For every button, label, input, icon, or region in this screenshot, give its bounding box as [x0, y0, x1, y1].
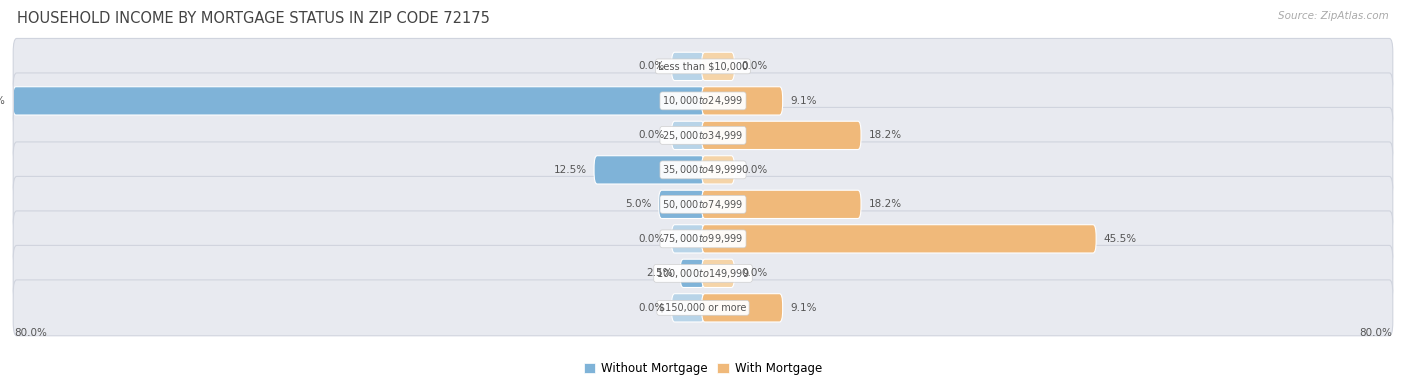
Text: $100,000 to $149,999: $100,000 to $149,999	[657, 267, 749, 280]
FancyBboxPatch shape	[13, 39, 1393, 94]
Text: 18.2%: 18.2%	[869, 199, 901, 209]
FancyBboxPatch shape	[658, 190, 704, 218]
Text: 0.0%: 0.0%	[638, 130, 664, 140]
Text: 0.0%: 0.0%	[638, 234, 664, 244]
FancyBboxPatch shape	[672, 52, 704, 81]
Text: 9.1%: 9.1%	[790, 96, 817, 106]
Text: 18.2%: 18.2%	[869, 130, 901, 140]
Text: 2.5%: 2.5%	[647, 268, 673, 278]
FancyBboxPatch shape	[672, 121, 704, 150]
Text: 0.0%: 0.0%	[742, 165, 768, 175]
Text: 0.0%: 0.0%	[638, 303, 664, 313]
Text: $35,000 to $49,999: $35,000 to $49,999	[662, 163, 744, 177]
FancyBboxPatch shape	[13, 245, 1393, 301]
FancyBboxPatch shape	[13, 177, 1393, 232]
FancyBboxPatch shape	[13, 107, 1393, 163]
Text: $150,000 or more: $150,000 or more	[659, 303, 747, 313]
FancyBboxPatch shape	[672, 294, 704, 322]
FancyBboxPatch shape	[702, 121, 860, 150]
FancyBboxPatch shape	[672, 225, 704, 253]
Text: HOUSEHOLD INCOME BY MORTGAGE STATUS IN ZIP CODE 72175: HOUSEHOLD INCOME BY MORTGAGE STATUS IN Z…	[17, 11, 489, 26]
Text: $10,000 to $24,999: $10,000 to $24,999	[662, 94, 744, 107]
Text: 0.0%: 0.0%	[742, 61, 768, 71]
FancyBboxPatch shape	[702, 259, 734, 288]
Text: 9.1%: 9.1%	[790, 303, 817, 313]
FancyBboxPatch shape	[702, 294, 783, 322]
Text: 80.0%: 80.0%	[14, 328, 46, 338]
FancyBboxPatch shape	[702, 52, 734, 81]
Legend: Without Mortgage, With Mortgage: Without Mortgage, With Mortgage	[579, 358, 827, 378]
FancyBboxPatch shape	[702, 225, 1097, 253]
Text: 45.5%: 45.5%	[1104, 234, 1136, 244]
Text: Source: ZipAtlas.com: Source: ZipAtlas.com	[1278, 11, 1389, 21]
Text: 80.0%: 80.0%	[1360, 328, 1392, 338]
FancyBboxPatch shape	[13, 280, 1393, 336]
FancyBboxPatch shape	[702, 87, 783, 115]
FancyBboxPatch shape	[13, 211, 1393, 267]
FancyBboxPatch shape	[595, 156, 704, 184]
Text: Less than $10,000: Less than $10,000	[658, 61, 748, 71]
FancyBboxPatch shape	[702, 190, 860, 218]
Text: 12.5%: 12.5%	[554, 165, 586, 175]
Text: 5.0%: 5.0%	[624, 199, 651, 209]
FancyBboxPatch shape	[681, 259, 704, 288]
FancyBboxPatch shape	[13, 73, 1393, 129]
FancyBboxPatch shape	[13, 142, 1393, 198]
FancyBboxPatch shape	[13, 87, 704, 115]
Text: $50,000 to $74,999: $50,000 to $74,999	[662, 198, 744, 211]
FancyBboxPatch shape	[702, 156, 734, 184]
Text: 0.0%: 0.0%	[742, 268, 768, 278]
Text: $25,000 to $34,999: $25,000 to $34,999	[662, 129, 744, 142]
Text: $75,000 to $99,999: $75,000 to $99,999	[662, 232, 744, 245]
Text: 80.0%: 80.0%	[0, 96, 6, 106]
Text: 0.0%: 0.0%	[638, 61, 664, 71]
